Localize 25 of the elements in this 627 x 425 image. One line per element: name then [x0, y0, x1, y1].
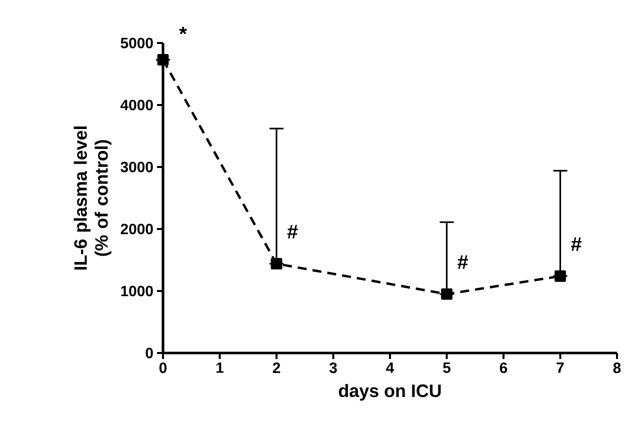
y-tick-label: 3000: [120, 162, 153, 172]
x-tick-label: 1: [216, 362, 224, 373]
x-tick-label: 0: [159, 362, 167, 374]
y-tick-label: 5000: [120, 38, 153, 48]
x-tick-label: 4: [386, 362, 394, 373]
point: [270, 258, 282, 270]
x-axis-title: days on ICU: [338, 384, 441, 401]
y-tick-label: 0: [146, 348, 153, 358]
annotation: #: [458, 255, 468, 269]
annotation: *: [179, 26, 187, 34]
x-tick-label: 2: [272, 362, 280, 373]
y-tick-label: 4000: [120, 100, 153, 110]
x-tick-label: 5: [443, 362, 450, 373]
x-tick-label: 6: [500, 362, 508, 374]
point: [554, 270, 566, 282]
y-tick-label: 2000: [120, 224, 153, 234]
y-axis-title: IL-6 plasma level (% of control): [74, 126, 112, 270]
x-tick-label: 3: [329, 362, 337, 374]
annotation: #: [571, 237, 582, 251]
x-tick-label: 7: [556, 362, 564, 373]
annotation: #: [287, 224, 298, 239]
point: [441, 288, 452, 300]
y-tick-label: 1000: [121, 286, 153, 296]
x-tick-label: 8: [613, 362, 621, 374]
point: [157, 54, 169, 66]
